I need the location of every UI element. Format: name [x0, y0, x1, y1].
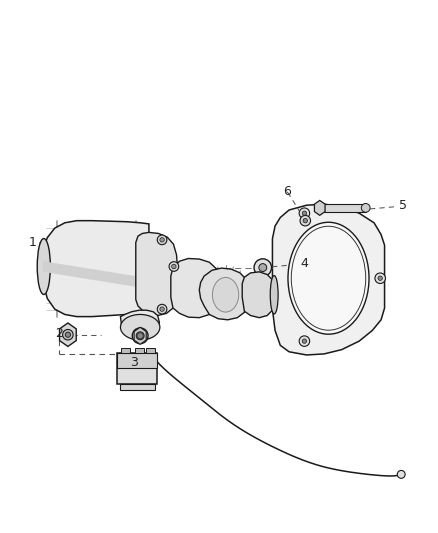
Polygon shape	[314, 200, 325, 215]
Polygon shape	[120, 310, 159, 340]
Circle shape	[160, 238, 164, 242]
Ellipse shape	[120, 314, 160, 340]
Polygon shape	[120, 384, 155, 390]
Circle shape	[299, 336, 310, 346]
Polygon shape	[43, 261, 149, 289]
Circle shape	[160, 307, 164, 311]
Polygon shape	[42, 221, 149, 317]
Circle shape	[259, 264, 267, 271]
Circle shape	[172, 264, 176, 269]
Circle shape	[157, 235, 167, 245]
Polygon shape	[272, 204, 385, 355]
Circle shape	[254, 259, 272, 276]
Circle shape	[132, 328, 148, 344]
Circle shape	[136, 332, 144, 340]
Circle shape	[300, 215, 311, 226]
Ellipse shape	[270, 276, 278, 314]
Text: 3: 3	[130, 356, 138, 369]
Polygon shape	[60, 323, 76, 346]
Polygon shape	[134, 327, 146, 344]
Circle shape	[302, 339, 307, 343]
Circle shape	[137, 333, 143, 339]
Text: 1: 1	[29, 236, 37, 249]
Circle shape	[378, 276, 382, 280]
Circle shape	[157, 304, 167, 314]
Circle shape	[65, 332, 71, 337]
Circle shape	[302, 211, 307, 215]
Text: 2: 2	[55, 327, 63, 340]
Circle shape	[63, 329, 73, 340]
Circle shape	[299, 208, 310, 219]
Polygon shape	[242, 272, 274, 318]
Polygon shape	[199, 268, 251, 320]
Polygon shape	[117, 353, 157, 384]
Polygon shape	[117, 353, 157, 368]
Circle shape	[169, 262, 179, 271]
Polygon shape	[136, 232, 177, 316]
Text: 4: 4	[300, 257, 308, 270]
Polygon shape	[146, 348, 155, 353]
Polygon shape	[135, 348, 144, 353]
Polygon shape	[324, 204, 366, 212]
Polygon shape	[171, 259, 223, 318]
Text: 6: 6	[283, 185, 291, 198]
Circle shape	[397, 471, 405, 478]
Ellipse shape	[37, 239, 50, 294]
Circle shape	[303, 219, 307, 223]
Circle shape	[375, 273, 385, 284]
Ellipse shape	[212, 278, 239, 312]
Circle shape	[361, 204, 370, 212]
Ellipse shape	[288, 222, 369, 334]
Polygon shape	[121, 348, 130, 353]
Text: 5: 5	[399, 199, 407, 212]
